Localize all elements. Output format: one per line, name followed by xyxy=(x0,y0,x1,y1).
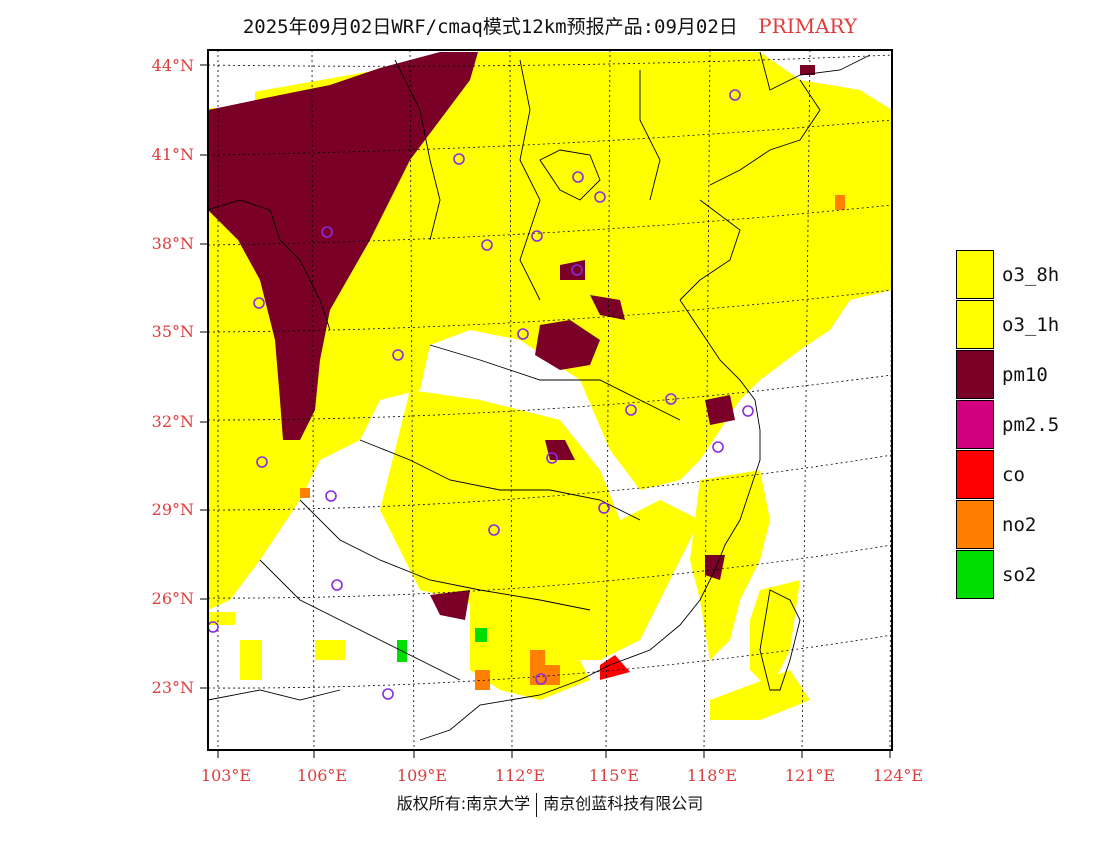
legend-swatch xyxy=(956,350,994,399)
no2-field xyxy=(300,195,845,690)
legend-item-o3-1h: o3_1h xyxy=(956,300,1086,350)
lon-label-103: 103°E xyxy=(200,766,252,785)
legend-label: pm10 xyxy=(1002,364,1048,386)
clear-patch-north xyxy=(208,80,255,108)
legend-label: pm2.5 xyxy=(1002,414,1060,436)
lon-label-115: 115°E xyxy=(588,766,640,785)
title-text: 2025年09月02日WRF/cmaq模式12km预报产品:09月02日 xyxy=(242,16,738,38)
copyright-left: 版权所有:南京大学 xyxy=(396,794,531,813)
legend-item-co: co xyxy=(956,450,1086,500)
lon-label-106: 106°E xyxy=(296,766,348,785)
legend-item-so2: so2 xyxy=(956,550,1086,600)
legend-item-no2: no2 xyxy=(956,500,1086,550)
primary-tag: PRIMARY xyxy=(758,14,858,38)
lon-label-112: 112°E xyxy=(494,766,546,785)
legend-item-o3-8h: o3_8h xyxy=(956,250,1086,300)
ticks xyxy=(200,64,891,758)
lon-label-109: 109°E xyxy=(396,766,448,785)
lat-label-29: 29°N xyxy=(151,500,194,519)
pollutant-legend: o3_8h o3_1h pm10 pm2.5 co no2 so2 xyxy=(956,250,1086,600)
legend-label: co xyxy=(1002,464,1025,486)
lat-label-41: 41°N xyxy=(151,145,194,164)
co-field xyxy=(600,655,630,680)
copyright-footer: 版权所有:南京大学 南京创蓝科技有限公司 xyxy=(0,790,1100,817)
legend-item-pm10: pm10 xyxy=(956,350,1086,400)
legend-label: o3_8h xyxy=(1002,264,1060,286)
boundaries xyxy=(208,51,871,741)
lat-label-32: 32°N xyxy=(151,412,194,431)
legend-label: o3_1h xyxy=(1002,314,1060,336)
pm10-field xyxy=(208,52,815,620)
legend-swatch xyxy=(956,400,994,449)
copyright-right: 南京创蓝科技有限公司 xyxy=(543,794,704,813)
lat-label-23: 23°N xyxy=(151,678,194,697)
footer-separator xyxy=(536,792,538,817)
lat-label-38: 38°N xyxy=(151,234,194,253)
legend-swatch xyxy=(956,250,994,299)
city-markers xyxy=(208,89,754,700)
lat-label-26: 26°N xyxy=(151,589,194,608)
lat-label-44: 44°N xyxy=(151,56,194,75)
map-title: 2025年09月02日WRF/cmaq模式12km预报产品:09月02日 PRI… xyxy=(0,12,1100,42)
lon-label-118: 118°E xyxy=(686,766,738,785)
lon-label-121: 121°E xyxy=(784,766,836,785)
legend-swatch xyxy=(956,450,994,499)
legend-item-pm25: pm2.5 xyxy=(956,400,1086,450)
legend-swatch xyxy=(956,300,994,349)
legend-swatch xyxy=(956,500,994,549)
map-frame xyxy=(207,49,893,751)
lon-label-124: 124°E xyxy=(872,766,924,785)
legend-label: so2 xyxy=(1002,564,1037,586)
lat-label-35: 35°N xyxy=(151,322,194,341)
legend-label: no2 xyxy=(1002,514,1037,536)
map-field xyxy=(208,50,892,750)
legend-swatch xyxy=(956,550,994,599)
